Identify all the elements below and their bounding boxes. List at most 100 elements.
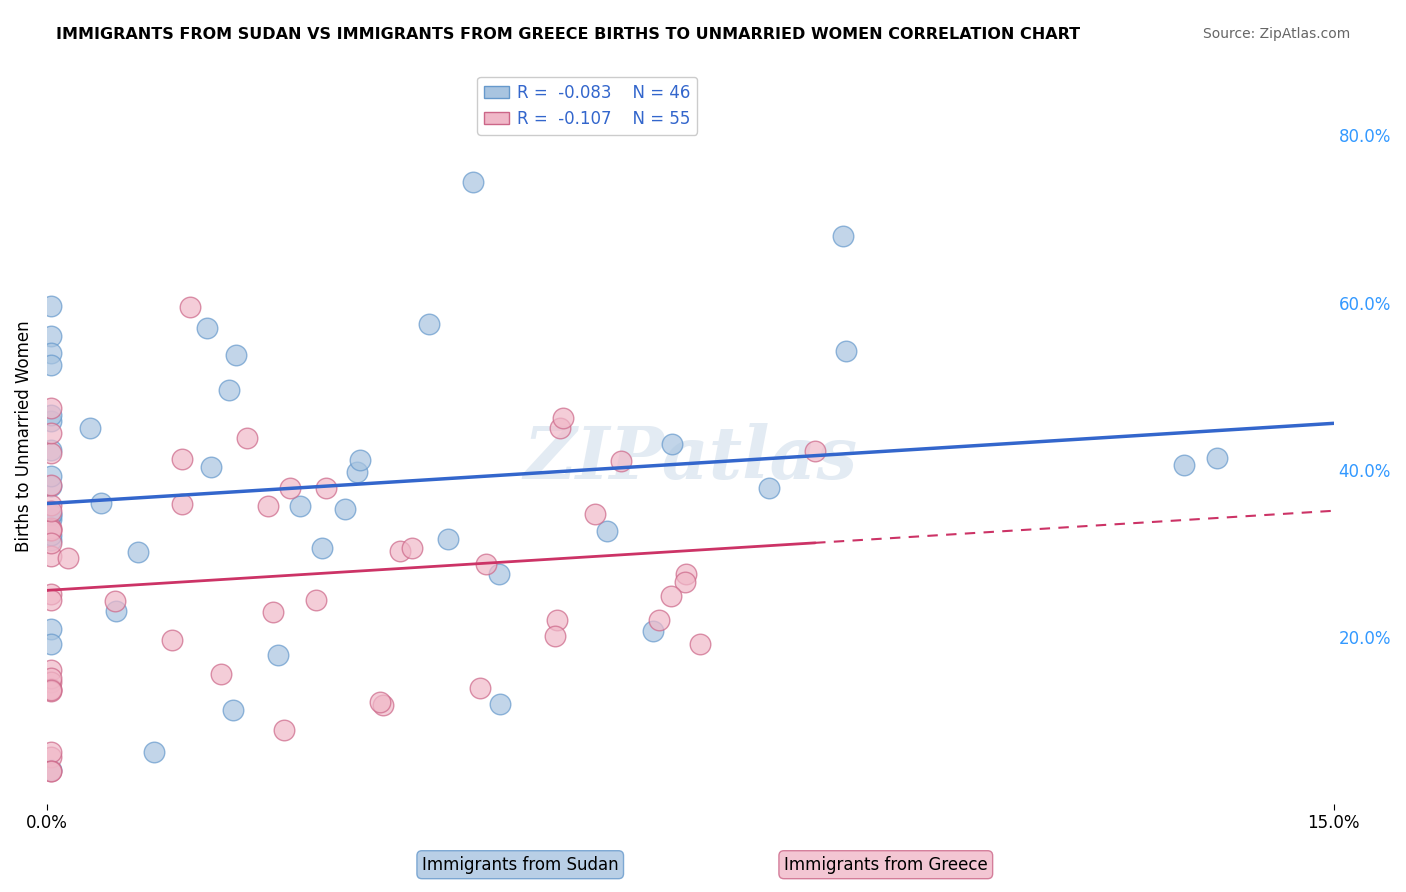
Point <box>437 532 460 546</box>
Point <box>39 763 62 777</box>
Point <box>39 346 62 360</box>
Point <box>489 697 512 711</box>
Point <box>39 623 62 637</box>
Point <box>804 444 827 458</box>
Point <box>105 604 128 618</box>
Point <box>39 533 62 547</box>
Point <box>546 613 568 627</box>
Text: IMMIGRANTS FROM SUDAN VS IMMIGRANTS FROM GREECE BIRTHS TO UNMARRIED WOMEN CORREL: IMMIGRANTS FROM SUDAN VS IMMIGRANTS FROM… <box>56 27 1080 42</box>
Point <box>39 425 62 440</box>
Point <box>311 541 333 555</box>
Point <box>335 502 357 516</box>
Point <box>349 453 371 467</box>
Point <box>689 637 711 651</box>
Point <box>39 684 62 698</box>
Point <box>127 545 149 559</box>
Point <box>346 465 368 479</box>
Point <box>170 452 193 467</box>
Point <box>39 499 62 513</box>
Point <box>583 507 606 521</box>
Point <box>418 317 440 331</box>
Y-axis label: Births to Unmarried Women: Births to Unmarried Women <box>15 320 32 552</box>
Point <box>39 637 62 651</box>
Point <box>39 663 62 677</box>
Point <box>551 410 574 425</box>
Point <box>179 300 201 314</box>
Point <box>388 544 411 558</box>
Point <box>39 511 62 525</box>
Point <box>659 589 682 603</box>
Text: Immigrants from Sudan: Immigrants from Sudan <box>422 855 619 873</box>
Point <box>195 321 218 335</box>
Point <box>39 401 62 415</box>
Point <box>39 745 62 759</box>
Point <box>641 624 664 638</box>
Point <box>39 520 62 534</box>
Point <box>461 175 484 189</box>
Point <box>39 329 62 343</box>
Point <box>39 549 62 563</box>
Point <box>675 566 697 581</box>
Text: ZIPatlas: ZIPatlas <box>523 423 858 494</box>
Point <box>305 592 328 607</box>
Point <box>273 723 295 738</box>
Point <box>1173 458 1195 472</box>
Point <box>39 682 62 697</box>
Point <box>474 557 496 571</box>
Point <box>548 421 571 435</box>
Point <box>200 460 222 475</box>
Point <box>39 299 62 313</box>
Point <box>39 442 62 457</box>
Point <box>488 567 510 582</box>
Point <box>543 628 565 642</box>
Legend: R =  -0.083    N = 46, R =  -0.107    N = 55: R = -0.083 N = 46, R = -0.107 N = 55 <box>477 77 697 135</box>
Point <box>39 508 62 522</box>
Point <box>280 482 302 496</box>
Point <box>39 675 62 690</box>
Point <box>39 414 62 428</box>
Point <box>39 479 62 493</box>
Point <box>401 541 423 556</box>
Point <box>831 228 853 243</box>
Point <box>39 358 62 372</box>
Point <box>225 348 247 362</box>
Point <box>468 681 491 696</box>
Point <box>222 703 245 717</box>
Point <box>262 605 284 619</box>
Point <box>209 666 232 681</box>
Point <box>39 764 62 778</box>
Point <box>56 550 79 565</box>
Point <box>39 504 62 518</box>
Point <box>142 745 165 759</box>
Text: Immigrants from Greece: Immigrants from Greece <box>785 855 987 873</box>
Point <box>648 613 671 627</box>
Point <box>162 632 184 647</box>
Point <box>661 437 683 451</box>
Point <box>39 478 62 492</box>
Point <box>39 508 62 522</box>
Point <box>218 384 240 398</box>
Point <box>595 524 617 538</box>
Point <box>315 481 337 495</box>
Point <box>39 523 62 537</box>
Point <box>39 446 62 460</box>
Point <box>39 528 62 542</box>
Point <box>90 496 112 510</box>
Point <box>673 575 696 590</box>
Point <box>39 681 62 696</box>
Point <box>39 593 62 607</box>
Point <box>373 698 395 713</box>
Point <box>39 587 62 601</box>
Point <box>104 593 127 607</box>
Point <box>172 497 194 511</box>
Point <box>39 469 62 483</box>
Point <box>39 409 62 423</box>
Point <box>257 500 280 514</box>
Point <box>39 523 62 537</box>
Point <box>370 695 392 709</box>
Point <box>610 454 633 468</box>
Point <box>267 648 290 662</box>
Point <box>834 343 856 358</box>
Point <box>39 671 62 685</box>
Point <box>288 500 311 514</box>
